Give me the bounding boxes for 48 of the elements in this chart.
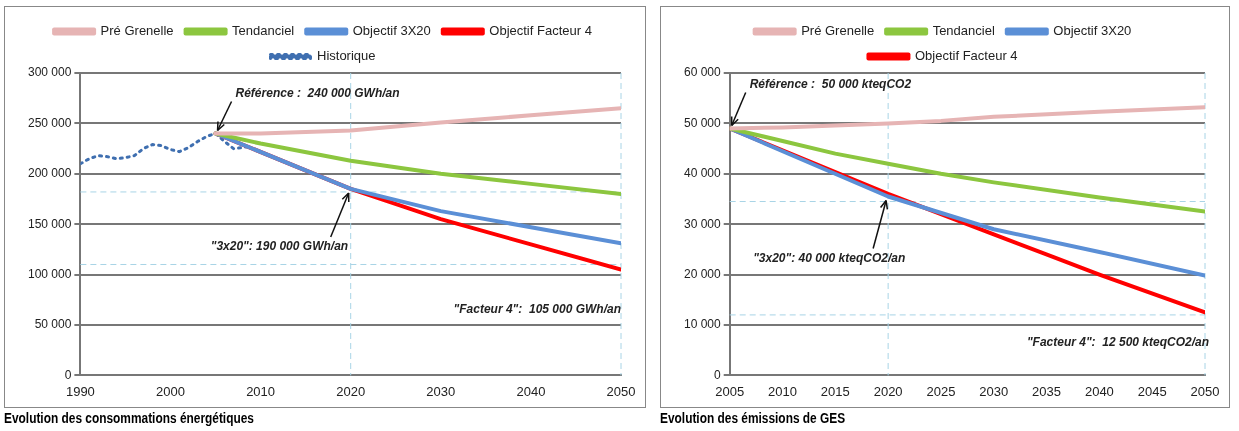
legend-label: Pré Grenelle <box>100 23 174 39</box>
x-tick-label: 2020 <box>336 383 366 399</box>
legend-label: Pré Grenelle <box>801 23 875 39</box>
x-tick-label: 1990 <box>65 383 95 399</box>
annotation: Référence : 240 000 GWh/an <box>235 85 400 100</box>
x-tick-label: 2000 <box>156 383 185 399</box>
annotation: "3x20": 190 000 GWh/an <box>210 239 349 254</box>
legend-label: Objectif Facteur 4 <box>914 48 1018 64</box>
y-tick-label: 30 000 <box>684 216 722 231</box>
legend-label: Tendanciel <box>232 23 295 39</box>
annotation: "Facteur 4": 12 500 kteqCO2/an <box>1026 334 1209 349</box>
y-tick-label: 200 000 <box>27 166 72 181</box>
x-tick-label: 2020 <box>873 383 903 399</box>
y-tick-label: 40 000 <box>684 166 722 181</box>
annotation: "Facteur 4": 105 000 GWh/an <box>453 301 621 316</box>
x-tick-label: 2025 <box>926 383 956 399</box>
text: Evolution des consommations énergétiques <box>4 410 255 426</box>
x-tick-label: 2050 <box>606 383 636 399</box>
annotation: "3x20": 40 000 kteqCO2/an <box>753 250 906 265</box>
y-tick-label: 10 000 <box>684 317 722 332</box>
y-tick-label: 300 000 <box>27 65 72 80</box>
y-tick-label: 250 000 <box>27 115 72 130</box>
x-tick-label: 2045 <box>1137 383 1167 399</box>
x-tick-label: 2015 <box>820 383 850 399</box>
x-tick-label: 2010 <box>246 383 276 399</box>
y-tick-label: 50 000 <box>684 115 722 130</box>
y-tick-label: 0 <box>714 367 722 382</box>
x-tick-label: 2040 <box>1084 383 1114 399</box>
legend-label: Historique <box>316 48 376 64</box>
y-tick-label: 100 000 <box>27 266 72 281</box>
y-tick-label: 20 000 <box>684 266 722 281</box>
x-tick-label: 2010 <box>768 383 797 399</box>
y-tick-label: 150 000 <box>27 216 72 231</box>
legend-label: Objectif Facteur 4 <box>489 23 592 39</box>
legend-label: Tendanciel <box>932 23 995 39</box>
legend-label: Objectif 3X20 <box>352 23 431 39</box>
x-tick-label: 2005 <box>715 383 745 399</box>
y-tick-label: 50 000 <box>34 317 72 332</box>
x-tick-label: 2035 <box>1032 383 1062 399</box>
x-tick-label: 2030 <box>426 383 456 399</box>
legend-label: Objectif 3X20 <box>1053 23 1132 39</box>
x-tick-label: 2050 <box>1190 383 1220 399</box>
annotation: Référence : 50 000 kteqCO2 <box>749 76 912 91</box>
y-tick-label: 60 000 <box>684 65 722 80</box>
y-tick-label: 0 <box>64 367 72 382</box>
x-tick-label: 2040 <box>516 383 546 399</box>
x-tick-label: 2030 <box>979 383 1009 399</box>
text: Evolution des émissions de GES <box>660 410 847 426</box>
